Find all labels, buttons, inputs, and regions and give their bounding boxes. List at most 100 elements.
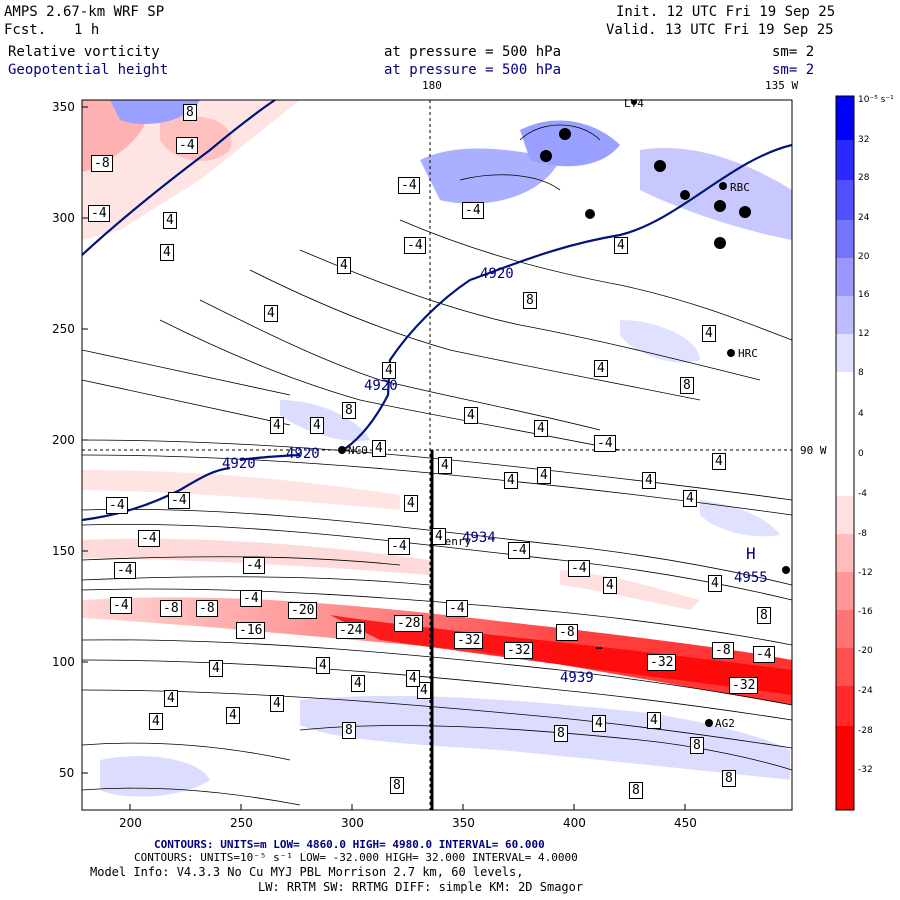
vort-label: 8 [183, 104, 197, 121]
vort-label: 4 [592, 715, 606, 732]
vort-label: -32 [647, 654, 677, 671]
vort-label: 8 [690, 737, 704, 754]
y-tick-label: 100 [52, 655, 75, 669]
vort-label: 4 [464, 407, 478, 424]
vort-label: 4 [708, 575, 722, 592]
vort-label: 4 [603, 577, 617, 594]
field1-smoothing: sm= 2 [772, 44, 815, 60]
vort-label: -4 [168, 492, 190, 509]
height-label: 4920 [222, 456, 256, 472]
height-label: 4920 [480, 266, 514, 282]
vort-label: 4 [406, 670, 420, 687]
vort-label: 4 [594, 360, 608, 377]
vort-label: 8 [523, 292, 537, 309]
vort-label: -8 [196, 600, 218, 617]
vort-label: -4 [568, 560, 590, 577]
vort-label [596, 647, 602, 649]
station-label: HRC [738, 347, 758, 360]
footer-model-info: Model Info: V4.3.3 No Cu MYJ PBL Morriso… [90, 865, 524, 879]
init-time: Init. 12 UTC Fri 19 Sep 25 [616, 4, 836, 20]
y-tick-label: 150 [52, 544, 75, 558]
colorbar-tick: 32 [858, 135, 870, 145]
vort-label: 4 [270, 417, 284, 434]
colorbar-tick: -20 [858, 646, 873, 656]
colorbar-tick: 16 [858, 290, 870, 300]
colorbar-tick: -16 [858, 607, 873, 617]
vort-label: -4 [176, 137, 198, 154]
vort-label: -4 [446, 600, 468, 617]
x-tick-label: 300 [341, 816, 364, 830]
vort-label: -4 [243, 557, 265, 574]
high-pressure-marker: H [746, 544, 756, 563]
station-label: RBC [730, 181, 750, 194]
vort-label: -32 [504, 642, 534, 659]
vort-label: 4 [264, 305, 278, 322]
y-tick-label: 200 [52, 433, 75, 447]
vort-label: -8 [712, 642, 734, 659]
station-label: NCO [348, 444, 368, 457]
colorbar-tick: 20 [858, 252, 870, 262]
vort-label: 4 [163, 212, 177, 229]
height-label: 4920 [364, 378, 398, 394]
vort-label: -32 [454, 632, 484, 649]
x-tick-label: 350 [452, 816, 475, 830]
colorbar-tick: -4 [858, 489, 867, 499]
forecast-label: Fcst. [4, 22, 47, 38]
field2-name: Geopotential height [8, 62, 169, 78]
field2-smoothing: sm= 2 [772, 62, 815, 78]
vort-label: 4 [164, 690, 178, 707]
vort-label: -28 [394, 615, 424, 632]
vort-label: -4 [106, 497, 128, 514]
x-tick-label: 400 [563, 816, 586, 830]
vort-label: -8 [556, 624, 578, 641]
vort-label: -4 [114, 562, 136, 579]
height-label: 4920 [286, 446, 320, 462]
field2-level: at pressure = 500 hPa [384, 62, 562, 78]
footer-height-contours: CONTOURS: UNITS=m LOW= 4860.0 HIGH= 4980… [154, 838, 545, 851]
vort-label: -4 [88, 205, 110, 222]
lon-135w-label: 135 W [765, 79, 799, 92]
high-pressure-value: 4955 [734, 570, 768, 586]
vort-label: 4 [404, 495, 418, 512]
axis-ticks [82, 106, 686, 810]
vort-label: -4 [594, 435, 616, 452]
x-tick-label: 200 [119, 816, 142, 830]
colorbar-tick: 24 [858, 213, 870, 223]
vort-label: -32 [729, 677, 759, 694]
vort-label: -20 [288, 602, 318, 619]
y-tick-label: 350 [52, 100, 75, 114]
vort-label: 4 [310, 417, 324, 434]
x-tick-label: 250 [230, 816, 253, 830]
height-contours [82, 100, 792, 522]
vort-label: 8 [629, 782, 643, 799]
vort-label: 4 [537, 467, 551, 484]
colorbar-tick: -12 [858, 568, 873, 578]
vort-label: -4 [240, 590, 262, 607]
vort-label: 4 [226, 707, 240, 724]
vort-label: 4 [382, 362, 396, 379]
station-label: AG2 [715, 717, 735, 730]
vort-label: 8 [757, 607, 771, 624]
vort-label: 8 [390, 777, 404, 794]
height-label: 4934 [462, 530, 496, 546]
vort-label: 4 [702, 325, 716, 342]
vort-label: -4 [404, 237, 426, 254]
vort-label: 8 [680, 377, 694, 394]
colorbar-tick: 0 [858, 449, 864, 459]
vort-label: 4 [642, 472, 656, 489]
vort-label: 4 [504, 472, 518, 489]
vort-label: -4 [398, 177, 420, 194]
plot-frame [81, 99, 793, 811]
lat-90w-label: 90 W [800, 444, 827, 457]
vort-label: -4 [388, 538, 410, 555]
vort-label: 4 [316, 657, 330, 674]
vort-label: 4 [160, 244, 174, 261]
vort-label: 4 [683, 490, 697, 507]
y-tick-label: 300 [52, 211, 75, 225]
vort-label: 4 [209, 660, 223, 677]
vort-label: 4 [337, 257, 351, 274]
y-tick-label: 250 [52, 322, 75, 336]
vort-label: 4 [614, 237, 628, 254]
valid-time: Valid. 13 UTC Fri 19 Sep 25 [606, 22, 834, 38]
